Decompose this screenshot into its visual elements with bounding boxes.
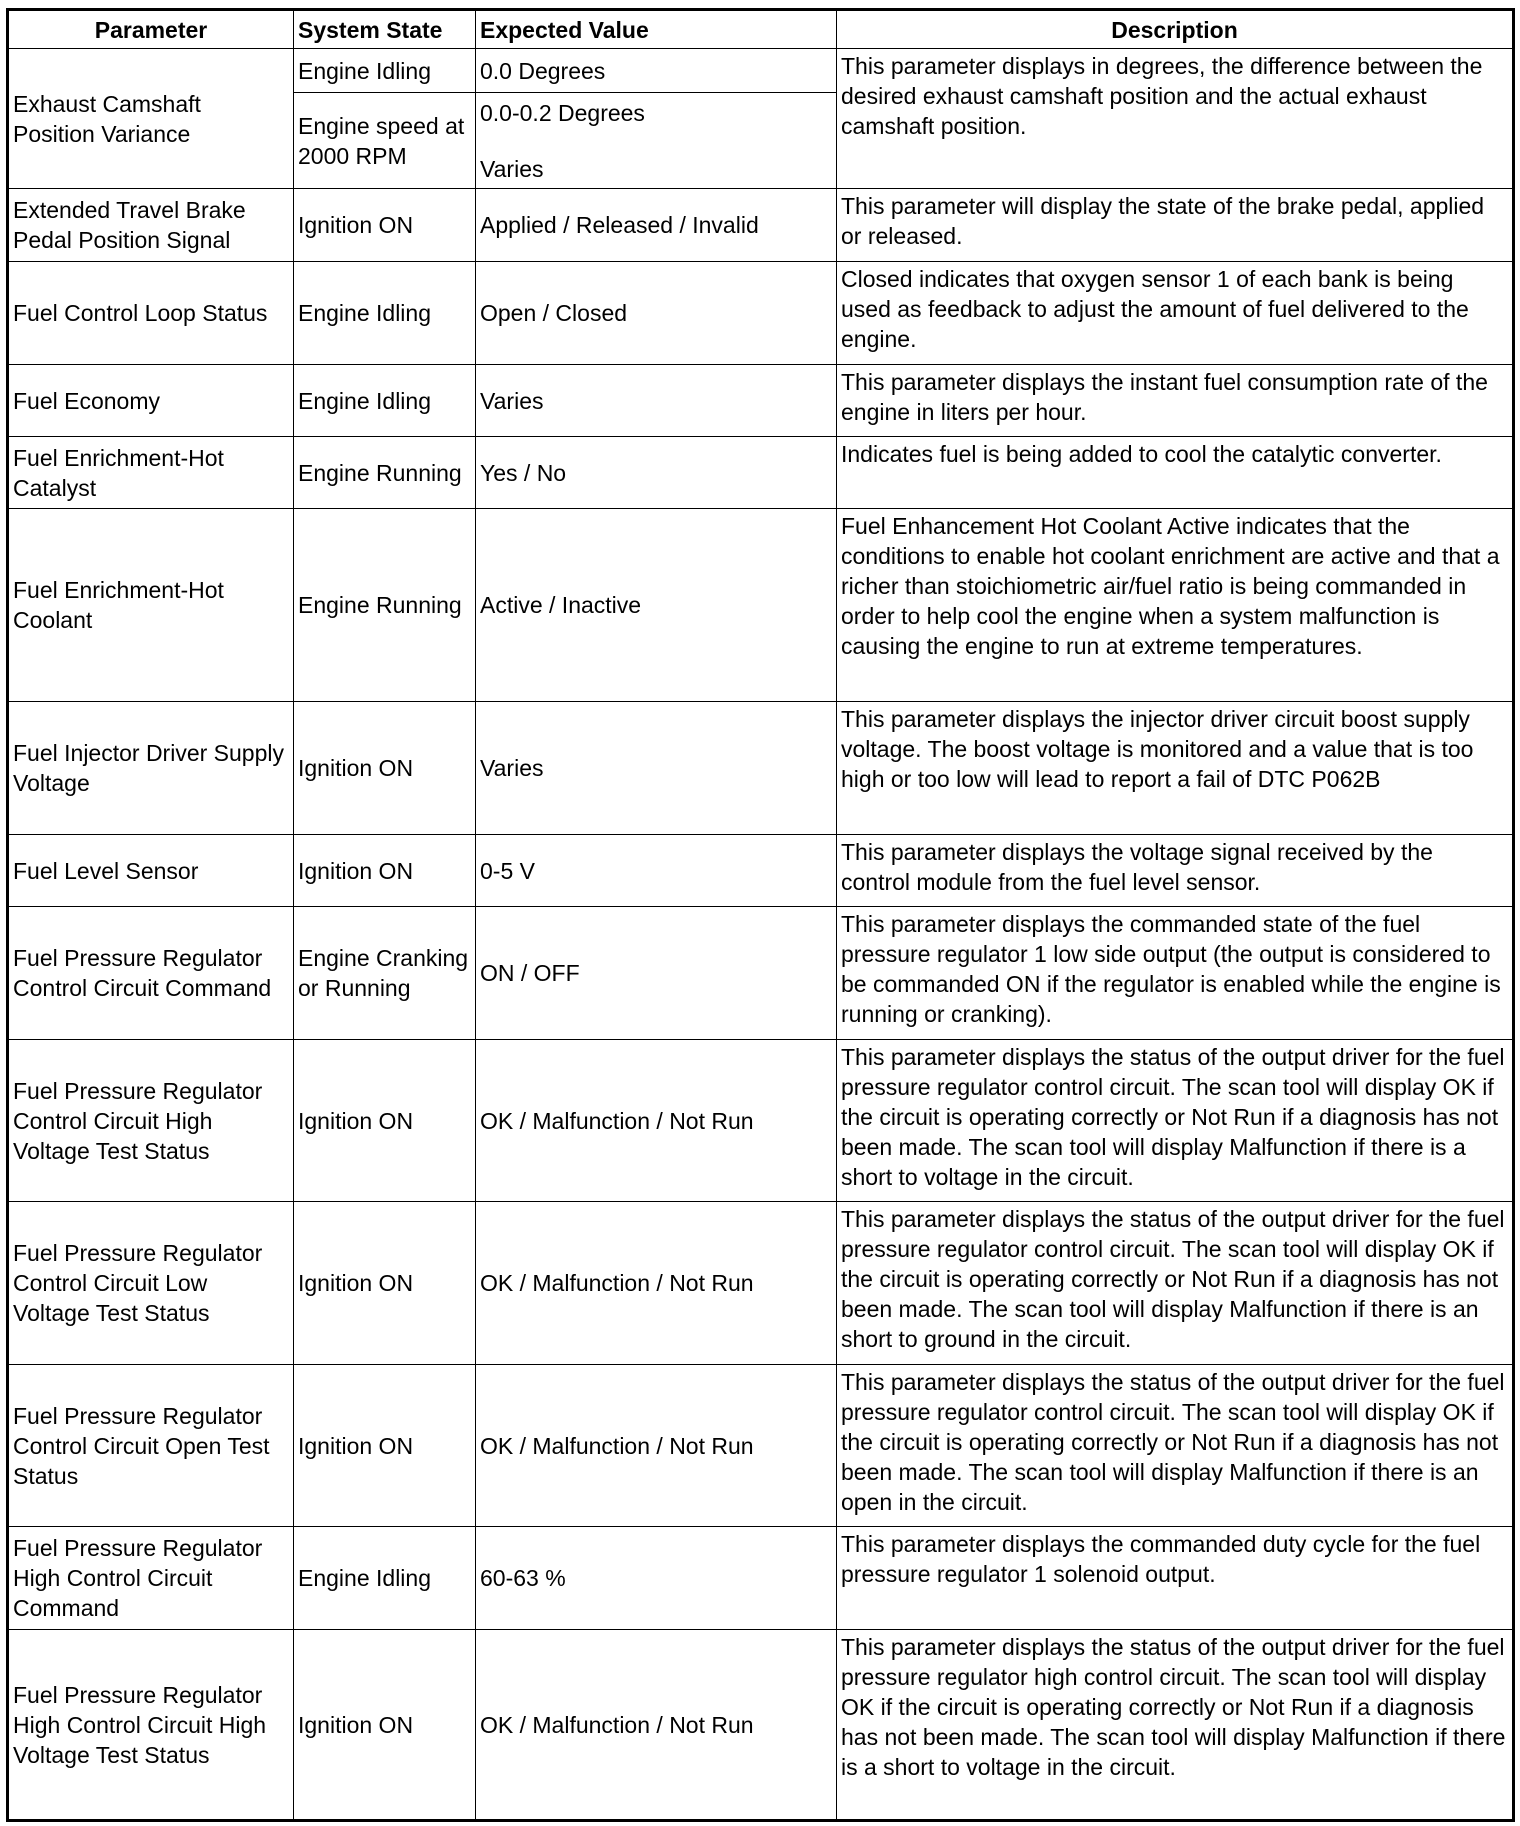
description-cell: Closed indicates that oxygen sensor 1 of…	[836, 261, 1514, 365]
table-row: Fuel Pressure Regulator Control Circuit …	[7, 906, 1514, 1040]
header-row: Parameter System State Expected Value De…	[7, 9, 1514, 49]
state-cell: Ignition ON	[293, 1201, 476, 1365]
state-cell: Ignition ON	[293, 834, 476, 907]
state-cell: Ignition ON	[293, 188, 476, 262]
state-cell: Ignition ON	[293, 1364, 476, 1527]
expected-cell: Open / Closed	[475, 261, 837, 365]
state-cell: Engine Idling	[293, 48, 476, 93]
table-row: Fuel Control Loop Status Engine Idling Ope…	[7, 261, 1514, 365]
parameter-cell: Fuel Pressure Regulator Control Circuit …	[7, 1364, 294, 1527]
parameter-cell: Fuel Control Loop Status	[7, 261, 294, 365]
header-parameter: Parameter	[7, 9, 294, 49]
table-row: Fuel Level Sensor Ignition ON 0-5 V This pa…	[7, 834, 1514, 907]
description-cell: Indicates fuel is being added to cool th…	[836, 436, 1514, 509]
state-cell: Ignition ON	[293, 701, 476, 835]
parameter-cell: Exhaust Camshaft Position Variance	[7, 48, 294, 189]
state-cell: Engine Idling	[293, 1526, 476, 1630]
state-cell: Ignition ON	[293, 1039, 476, 1202]
parameter-cell: Fuel Injector Driver Supply Voltage	[7, 701, 294, 835]
parameter-cell: Fuel Pressure Regulator High Control Cir…	[7, 1526, 294, 1630]
expected-cell: Varies	[475, 701, 837, 835]
table-row: Fuel Injector Driver Supply Voltage Ignit…	[7, 701, 1514, 835]
parameter-table: Parameter System State Expected Value De…	[6, 8, 1515, 1822]
expected-value: Varies	[480, 155, 544, 182]
expected-cell: OK / Malfunction / Not Run	[475, 1039, 837, 1202]
description-cell: This parameter displays in degrees, the …	[836, 48, 1514, 189]
state-cell: Engine Cranking or Running	[293, 906, 476, 1040]
expected-cell: 60-63 %	[475, 1526, 837, 1630]
expected-value: 0.0-0.2 Degrees	[480, 99, 645, 126]
state-cell: Engine Idling	[293, 364, 476, 437]
parameter-cell: Fuel Pressure Regulator Control Circuit …	[7, 1201, 294, 1365]
state-cell: Engine Running	[293, 436, 476, 509]
table-row: Exhaust Camshaft Position Variance Engin…	[7, 48, 1514, 189]
header-system-state: System State	[293, 9, 476, 49]
parameter-cell: Fuel Enrichment-Hot Catalyst	[7, 436, 294, 509]
expected-cell: Yes / No	[475, 436, 837, 509]
parameter-cell: Fuel Level Sensor	[7, 834, 294, 907]
parameter-cell: Fuel Enrichment-Hot Coolant	[7, 508, 294, 702]
expected-cell: Active / Inactive	[475, 508, 837, 702]
description-cell: Fuel Enhancement Hot Coolant Active indi…	[836, 508, 1514, 702]
parameter-cell: Extended Travel Brake Pedal Position Sig…	[7, 188, 294, 262]
expected-cell: 0-5 V	[475, 834, 837, 907]
expected-cell: OK / Malfunction / Not Run	[475, 1201, 837, 1365]
parameter-cell: Fuel Economy	[7, 364, 294, 437]
expected-cell: Varies	[475, 364, 837, 437]
header-expected-value: Expected Value	[475, 9, 837, 49]
parameter-cell: Fuel Pressure Regulator Control Circuit …	[7, 1039, 294, 1202]
expected-cell: Applied / Released / Invalid	[475, 188, 837, 262]
description-cell: This parameter displays the status of th…	[836, 1039, 1514, 1202]
table-row: Fuel Pressure Regulator Control Circuit …	[7, 1039, 1514, 1202]
state-cell: Ignition ON	[293, 1629, 476, 1821]
parameter-cell: Fuel Pressure Regulator High Control Cir…	[7, 1629, 294, 1821]
description-cell: This parameter will display the state of…	[836, 188, 1514, 262]
table-row: Fuel Economy Engine Idling Varies This para…	[7, 364, 1514, 437]
description-cell: This parameter displays the status of th…	[836, 1201, 1514, 1365]
table-row: Fuel Pressure Regulator Control Circuit …	[7, 1201, 1514, 1365]
table-row: Fuel Enrichment-Hot Catalyst Engine Runni…	[7, 436, 1514, 509]
expected-cell: 0.0 Degrees	[475, 48, 837, 93]
description-cell: This parameter displays the instant fuel…	[836, 364, 1514, 437]
description-cell: This parameter displays the injector dri…	[836, 701, 1514, 835]
table-row: Fuel Pressure Regulator High Control Cir…	[7, 1629, 1514, 1821]
table-row: Fuel Pressure Regulator Control Circuit …	[7, 1364, 1514, 1527]
expected-cell: ON / OFF	[475, 906, 837, 1040]
description-cell: This parameter displays the commanded st…	[836, 906, 1514, 1040]
state-cell: Engine speed at 2000 RPM	[293, 92, 476, 189]
table-row: Fuel Enrichment-Hot Coolant Engine Runnin…	[7, 508, 1514, 702]
state-cell: Engine Running	[293, 508, 476, 702]
state-cell: Engine Idling	[293, 261, 476, 365]
table-row: Fuel Pressure Regulator High Control Cir…	[7, 1526, 1514, 1630]
description-cell: This parameter displays the commanded du…	[836, 1526, 1514, 1630]
expected-cell: OK / Malfunction / Not Run	[475, 1364, 837, 1527]
description-cell: This parameter displays the status of th…	[836, 1364, 1514, 1527]
table-row: Extended Travel Brake Pedal Position Sig…	[7, 188, 1514, 262]
expected-cell: OK / Malfunction / Not Run	[475, 1629, 837, 1821]
expected-cell: 0.0-0.2 Degrees Varies	[475, 92, 837, 189]
description-cell: This parameter displays the status of th…	[836, 1629, 1514, 1821]
header-description: Description	[836, 9, 1514, 49]
parameter-cell: Fuel Pressure Regulator Control Circuit …	[7, 906, 294, 1040]
description-cell: This parameter displays the voltage sign…	[836, 834, 1514, 907]
